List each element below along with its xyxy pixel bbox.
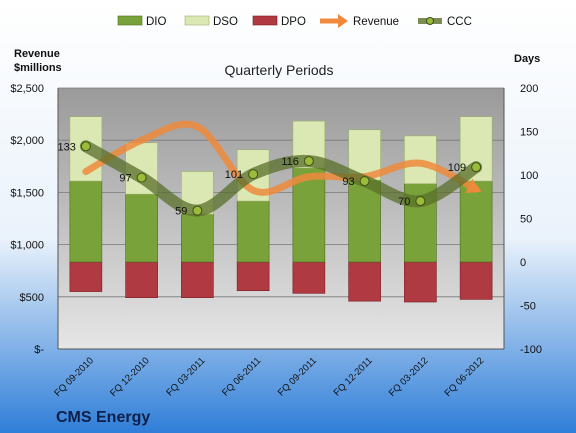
ccc-data-label: 97 [119,173,131,185]
dio-bar [348,179,381,263]
legend-label: DPO [281,16,306,28]
dpo-bar [292,261,326,294]
ccc-data-label: 59 [175,206,187,218]
right-tick-label: 200 [520,83,538,95]
ccc-data-label: 116 [281,156,299,168]
ccc-data-label: 93 [342,176,354,188]
dio-bar [125,193,158,263]
dpo-bar [236,261,270,292]
ccc-data-label: 109 [448,162,466,174]
legend-item-revenue: Revenue [320,14,399,28]
right-axis-label: Days [514,53,540,65]
legend-marker [426,17,434,25]
ccc-point [136,172,147,183]
dpo-bar [125,261,158,298]
revenue-line [82,120,480,196]
legend-item-dso: DSO [184,15,238,28]
left-tick-label: $2,000 [10,135,44,147]
dio-bar [236,200,270,263]
left-axis-label-line2: $millions [14,62,62,74]
legend-label: DSO [213,16,238,28]
ccc-point [80,141,91,152]
ccc-point [415,196,426,207]
left-tick-label: $- [34,344,44,356]
right-tick-label: 0 [520,257,526,269]
legend-arrow-icon [338,14,348,28]
dio-bar [459,180,493,263]
right-tick-label: -50 [520,301,536,313]
company-name: CMS Energy [56,409,150,426]
legend-label: CCC [447,16,472,28]
left-tick-label: $1,500 [10,187,44,199]
right-tick-label: -100 [520,344,542,356]
legend-swatch [117,15,143,26]
revenue-arrow-head [465,178,482,194]
legend-item-dio: DIO [117,15,167,28]
ccc-point [471,162,482,173]
left-tick-label: $2,500 [10,83,44,95]
dpo-bar [181,261,214,298]
dpo-bar [69,261,103,292]
legend-swatch [184,15,210,26]
right-tick-label: 150 [520,127,538,139]
right-tick-label: 100 [520,170,538,182]
legend-swatch [252,15,278,26]
legend-label: Revenue [353,16,399,28]
ccc-data-label: 133 [58,141,76,153]
dio-bar [69,180,103,263]
ccc-data-label: 70 [398,196,410,208]
ccc-point [192,205,203,216]
dpo-bar [348,261,381,302]
dpo-bar [459,261,493,300]
line-series [79,120,483,217]
legend-item-dpo: DPO [252,15,306,28]
legend-item-ccc: CCC [418,16,472,28]
legend: DIO DSO DPO Revenue CCC [117,14,472,28]
chart-title: Quarterly Periods [225,62,334,78]
ccc-data-label: 101 [225,169,243,181]
ccc-point [248,169,259,180]
ccc-point [359,176,370,187]
dpo-bar [404,261,437,303]
left-axis-label-line1: Revenue [14,48,60,60]
dio-bar [292,167,326,263]
left-tick-label: $1,000 [10,240,44,252]
right-tick-label: 50 [520,214,532,226]
legend-label: DIO [146,16,167,28]
dio-bar [181,213,214,263]
data-labels: 133 97 59 101 116 93 70 109 [58,141,467,217]
plot-area [58,88,504,349]
ccc-point [303,156,314,167]
left-tick-label: $500 [20,292,44,304]
